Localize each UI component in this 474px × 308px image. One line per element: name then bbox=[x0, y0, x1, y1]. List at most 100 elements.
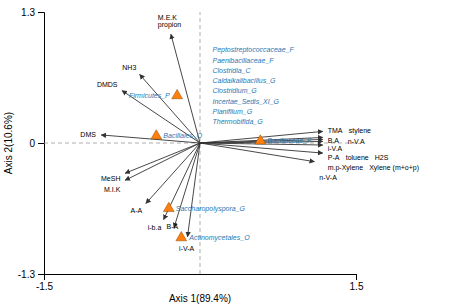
chart-container: -1.51.5-1.301.3Axis 1(89.4%)Axis 2(10.6%… bbox=[0, 0, 474, 308]
arrow-label-line: i-V.A bbox=[328, 145, 343, 152]
arrow-label-line: P-A bbox=[328, 154, 340, 161]
arrow-label: n-V-A bbox=[319, 174, 337, 181]
triangle-label: Actinomycetales_O bbox=[188, 234, 250, 242]
y-tick-label: 0 bbox=[29, 138, 35, 149]
arrow-label: toluene bbox=[346, 154, 369, 161]
arrow-label-group: m.p-Xylene Xylene (m+o+p) bbox=[328, 164, 419, 172]
arrow-label-line: toluene bbox=[346, 154, 369, 161]
taxon-label: Clostridium_G bbox=[212, 87, 257, 94]
arrow-label-line: B-A bbox=[167, 223, 179, 230]
arrow-label-group: DMS bbox=[80, 131, 96, 138]
x-tick: 1.5 bbox=[350, 274, 364, 292]
arrow-label: stylene bbox=[349, 127, 371, 135]
arrow-label-line: TMA bbox=[328, 127, 343, 134]
y-tick: 0 bbox=[29, 138, 44, 149]
arrow-label-line: m.p-Xylene bbox=[328, 164, 364, 172]
arrow-label-group: DMDS bbox=[97, 81, 118, 88]
arrow-label-line: n-V.A bbox=[348, 138, 365, 145]
y-tick-line bbox=[38, 143, 44, 144]
arrow-label: i-V.A bbox=[328, 145, 343, 152]
arrow-label: P-A bbox=[328, 154, 340, 161]
arrow bbox=[125, 143, 200, 180]
arrow-label-group: n-V.A bbox=[348, 138, 365, 145]
y-tick-label: -1.3 bbox=[18, 269, 36, 280]
arrow-label: i-b.a bbox=[148, 224, 162, 231]
arrow-label: M.E.Kpropion bbox=[158, 14, 181, 30]
y-axis: -1.3 0 1.3 bbox=[18, 7, 45, 280]
arrow-label: m.p-Xylene bbox=[328, 164, 364, 172]
triangle-label: Saccharopolyspora_G bbox=[176, 205, 246, 213]
arrow-label: B-A bbox=[167, 223, 179, 230]
axis-domain bbox=[38, 13, 45, 275]
arrow-label-group: A-A bbox=[131, 207, 143, 214]
x-axis-title: Axis 1(89.4%) bbox=[169, 293, 231, 304]
arrow-label-group: P-A toluene H2S bbox=[328, 154, 389, 161]
axis-domain bbox=[45, 275, 357, 281]
arrow bbox=[146, 143, 200, 203]
arrow bbox=[125, 143, 200, 173]
arrow bbox=[174, 143, 200, 228]
y-tick: 1.3 bbox=[21, 7, 44, 18]
arrow-label-group: i-b.a bbox=[148, 224, 162, 231]
arrow-label-line: i-b.a bbox=[148, 224, 162, 231]
arrow-label-line: DMS bbox=[80, 131, 96, 138]
arrow-label: A-A bbox=[131, 207, 143, 214]
arrow-label-group: B-A bbox=[167, 223, 179, 230]
taxon-label: Planifilum_G bbox=[212, 108, 252, 115]
y-tick: -1.3 bbox=[18, 269, 44, 280]
arrow-label-line: Xylene (m+o+p) bbox=[369, 164, 419, 172]
labels: Peptostreptococcaceae_F Paenibacillaceae_… bbox=[80, 14, 419, 252]
triangle-point bbox=[172, 89, 183, 98]
arrow-label: Xylene (m+o+p) bbox=[369, 164, 419, 172]
taxon-label: Peptostreptococcaceae_F bbox=[212, 46, 294, 54]
x-tick: -1.5 bbox=[36, 274, 54, 292]
y-tick-line bbox=[38, 274, 44, 275]
arrows bbox=[101, 34, 323, 237]
arrow bbox=[200, 143, 314, 162]
triangle-point bbox=[176, 232, 187, 241]
x-tick-label: -1.5 bbox=[36, 281, 54, 292]
triangle-label-group: Saccharopolyspora_G bbox=[176, 205, 246, 213]
arrow-label-line: B.A bbox=[328, 137, 340, 144]
arrow-label-line: stylene bbox=[349, 127, 371, 135]
taxon-label: Caldaikalibacillus_G bbox=[212, 77, 276, 84]
y-tick-label: 1.3 bbox=[21, 7, 35, 18]
arrow-label-group: i-V-A bbox=[179, 245, 195, 252]
arrow-label-line: H2S bbox=[375, 154, 389, 161]
triangle-point bbox=[151, 130, 162, 139]
triangle-label-group: Bacillales_O bbox=[163, 132, 202, 139]
triangle-label-group: Actinomycetales_O bbox=[188, 234, 250, 242]
arrow bbox=[188, 143, 200, 237]
arrow bbox=[200, 143, 323, 153]
triangle-label: Bacillales_O bbox=[163, 132, 202, 139]
triangle-point bbox=[255, 135, 266, 144]
arrow-label: B.A bbox=[328, 137, 340, 144]
arrow-label: DMDS bbox=[97, 81, 118, 88]
arrow-label-group: MeSH bbox=[101, 175, 120, 182]
arrow-label-group: M.E.Kpropion bbox=[158, 14, 181, 30]
arrow-label-line: M.E.K bbox=[158, 14, 177, 21]
arrow-label-line: DMDS bbox=[97, 81, 118, 88]
triangle-point bbox=[163, 202, 174, 211]
chart-svg: -1.51.5-1.301.3Axis 1(89.4%)Axis 2(10.6%… bbox=[0, 0, 474, 308]
triangle-label: Firmicutes_P bbox=[129, 92, 170, 99]
x-tick-label: 1.5 bbox=[350, 281, 364, 292]
arrow-label-line: MeSH bbox=[101, 175, 120, 182]
arrow-label: MeSH bbox=[101, 175, 120, 182]
arrow-label-line: A-A bbox=[131, 207, 143, 214]
plot-area bbox=[44, 12, 356, 274]
triangle-label-group: Bacillaceae_F bbox=[267, 137, 312, 144]
taxon-label: Paenibacillaceae_F bbox=[212, 57, 274, 64]
arrow-label-line: i-V-A bbox=[179, 245, 195, 252]
taxon-label: Clostridia_C bbox=[212, 67, 251, 74]
arrow-label-group: TMA stylene bbox=[328, 127, 371, 135]
arrow-label: NH3 bbox=[122, 64, 136, 71]
x-axis: -1.5 1.5 bbox=[36, 274, 364, 292]
arrow-label-group: i-V.A bbox=[328, 145, 343, 152]
arrow-label-group: NH3 bbox=[122, 64, 136, 71]
x-tick-line bbox=[356, 274, 357, 280]
y-tick-line bbox=[38, 12, 44, 13]
arrow-label-line: M.I.K bbox=[104, 186, 121, 193]
arrow-label: DMS bbox=[80, 131, 96, 138]
arrow-label-group: B.A bbox=[328, 137, 340, 144]
